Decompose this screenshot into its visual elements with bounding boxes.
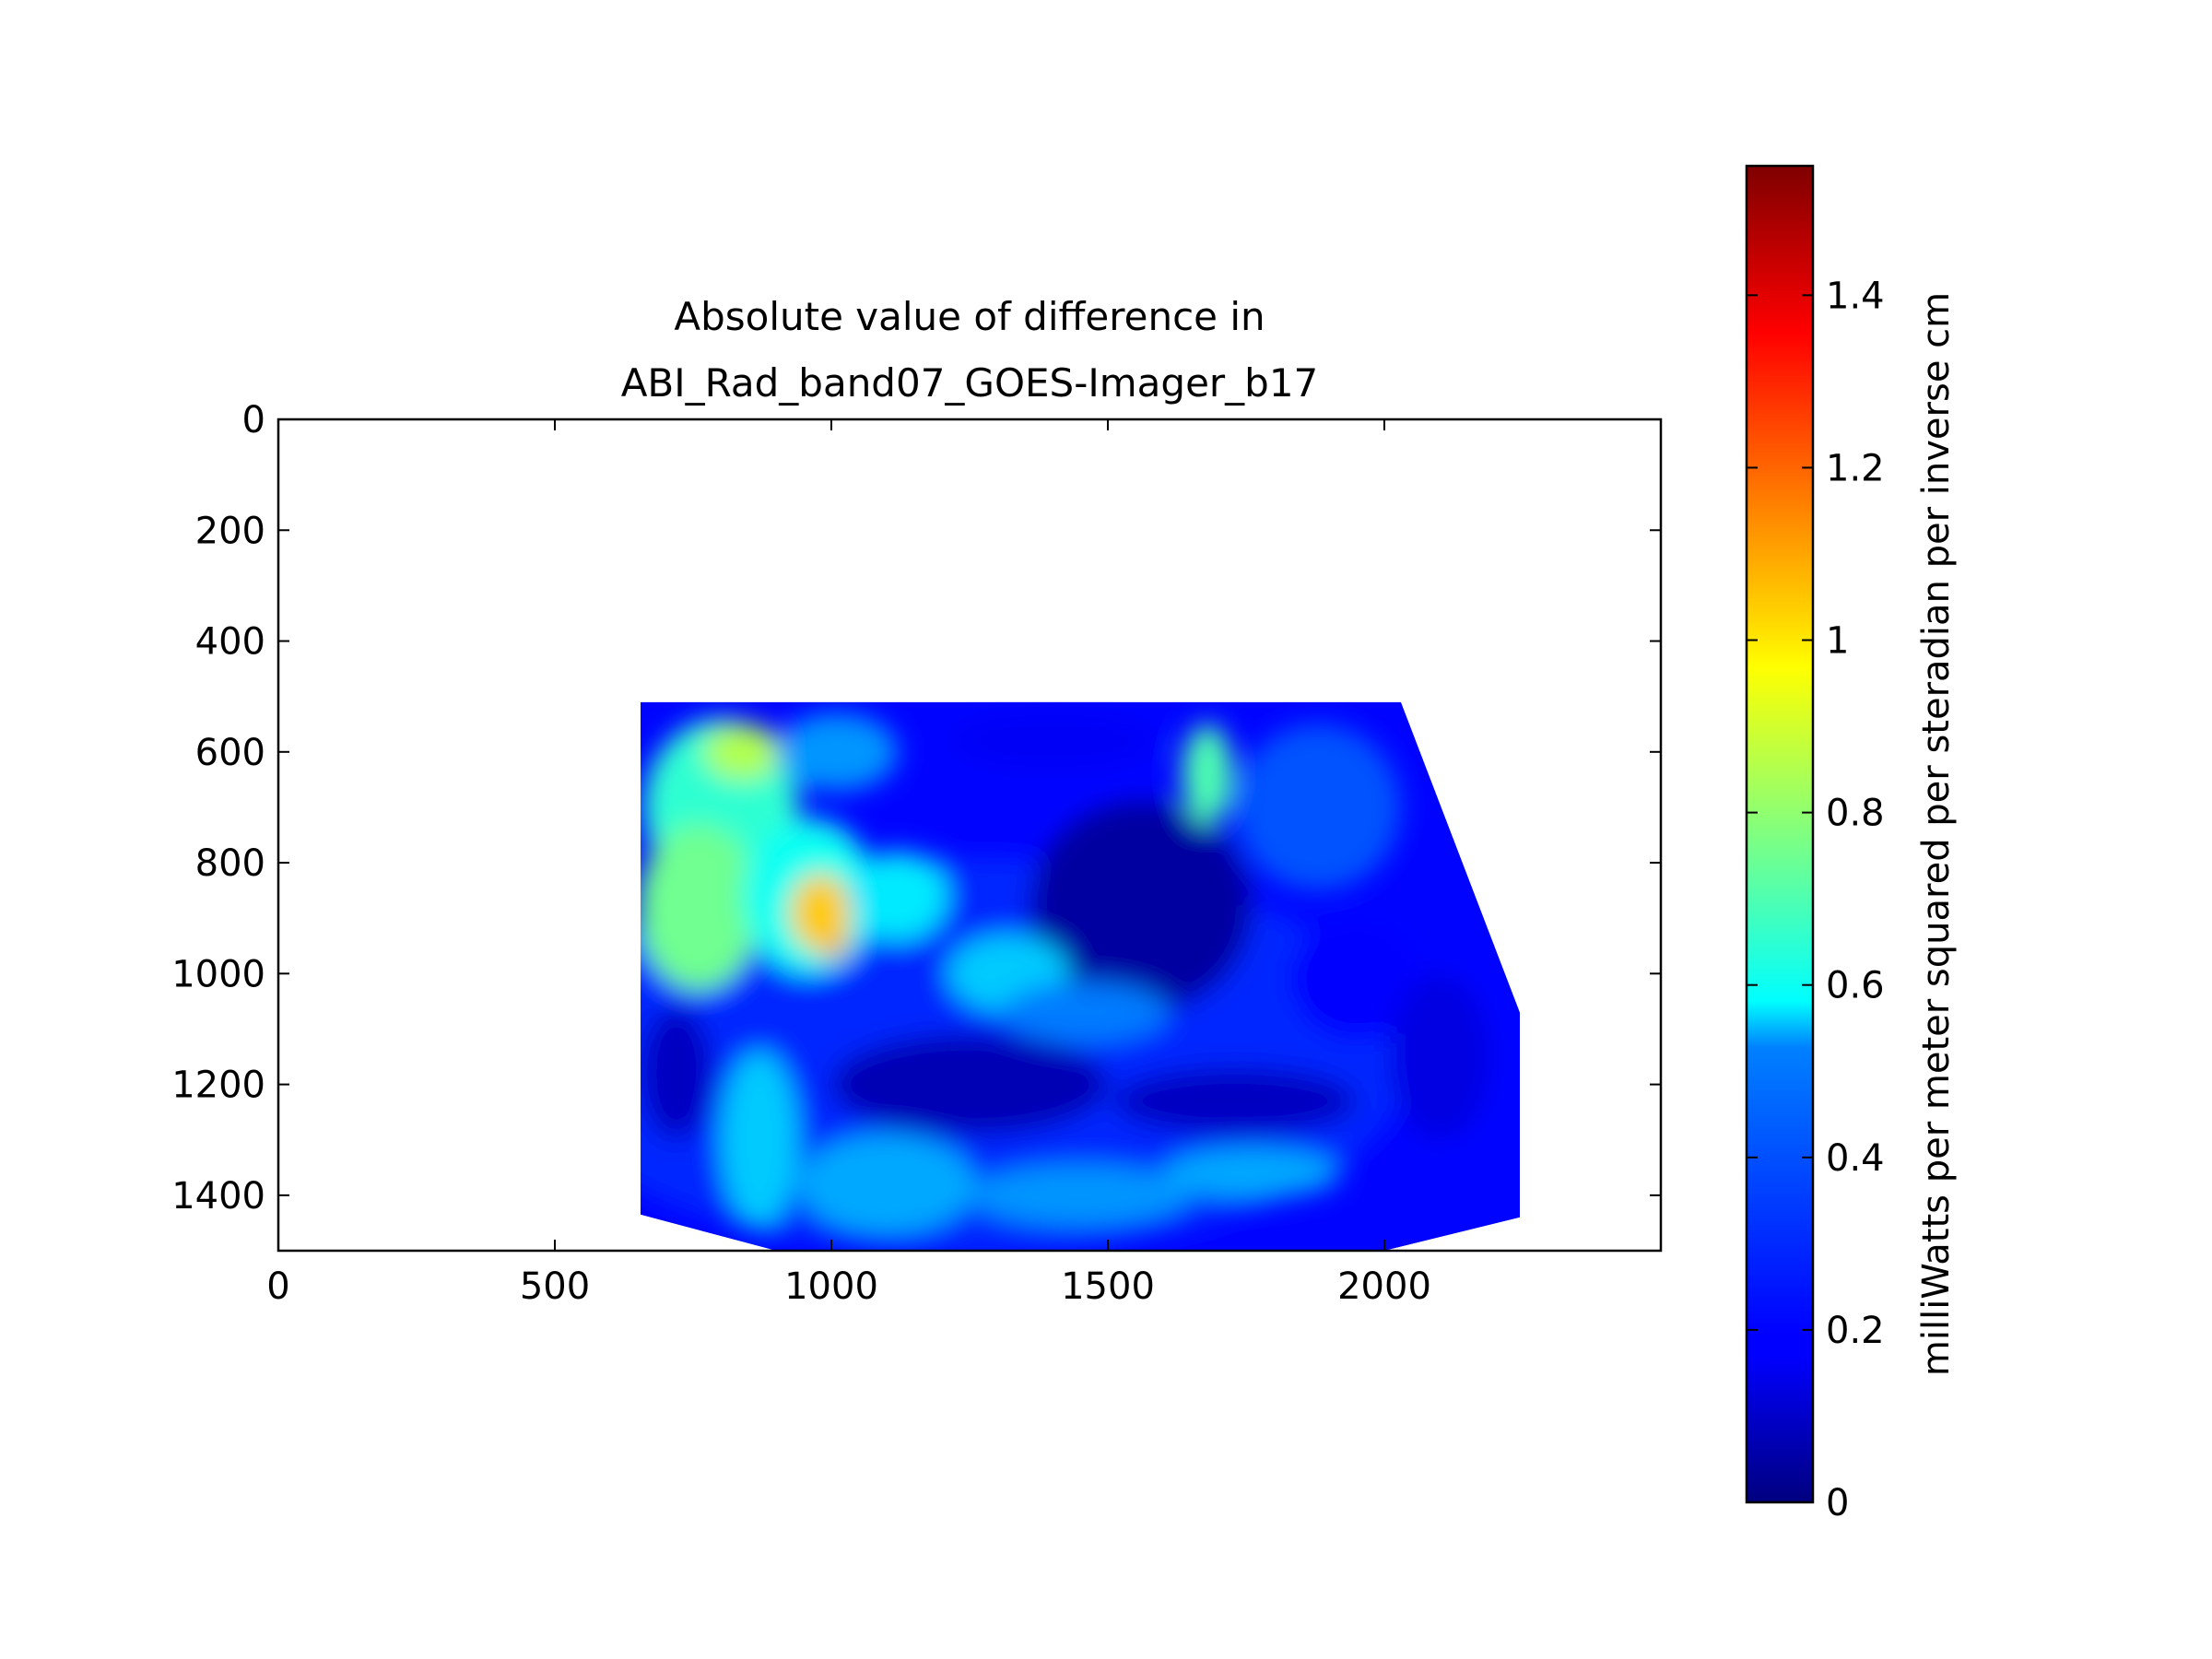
heatmap-region-23 (721, 1051, 798, 1229)
x-tick-label: 1500 (1061, 1265, 1155, 1308)
heatmap-region-11 (798, 1134, 975, 1234)
y-tick-label: 1400 (171, 1175, 265, 1218)
y-tick-label: 0 (242, 399, 265, 441)
heatmap-region-9 (1030, 801, 1252, 1013)
heatmap-region-17 (1235, 724, 1401, 891)
colorbar-axis: 0 0.2 0.4 0.6 0.8 1 1.2 1.4 (1747, 275, 1885, 1524)
chart-title-line-1: Absolute value of difference in (674, 294, 1265, 339)
heatmap-region-5 (790, 874, 851, 952)
colorbar-tick-label: 0.2 (1826, 1310, 1885, 1352)
plot-frame (276, 418, 1663, 1253)
chart-title-line-2: ABI_Rad_band07_GOES-Imager_b17 (621, 360, 1319, 406)
heatmap-region-7 (641, 1006, 712, 1140)
heatmap-region-2 (641, 823, 759, 991)
heatmap-region-6 (848, 852, 947, 941)
x-tick-label: 1000 (784, 1265, 878, 1308)
y-tick-label: 400 (195, 621, 265, 664)
y-tick-label: 1200 (171, 1065, 265, 1107)
heatmap-region-18 (1290, 918, 1423, 1041)
y-tick-label: 800 (195, 842, 265, 885)
colorbar-label: milliWatts per meter squared per steradi… (1915, 292, 1958, 1376)
colorbar-tick-label: 0.8 (1826, 793, 1885, 835)
y-tick-label: 1000 (171, 953, 265, 995)
colorbar-tick-label: 0.6 (1826, 965, 1885, 1007)
colorbar-tick-label: 1 (1826, 620, 1849, 663)
x-tick-label: 500 (520, 1265, 590, 1308)
colorbar-tick-label: 0.4 (1826, 1137, 1885, 1180)
heatmap-region-20 (776, 712, 898, 791)
x-axis: 0 500 1000 1500 2000 (266, 419, 1431, 1308)
heatmap-region-19 (704, 724, 782, 780)
y-axis: 0 200 400 600 800 1000 1200 1400 (171, 399, 1661, 1218)
colorbar-tick-label: 1.2 (1826, 447, 1885, 489)
colorbar-tick-label: 1.4 (1826, 275, 1885, 317)
heatmap-region-12 (970, 1164, 1191, 1226)
y-tick-label: 200 (195, 510, 265, 552)
heatmap-region-8 (831, 1034, 1108, 1135)
heatmap-region-21 (947, 710, 1158, 771)
colorbar-tick-label: 0 (1826, 1482, 1849, 1524)
x-tick-label: 0 (266, 1265, 289, 1308)
heatmap-region-16 (1182, 724, 1232, 824)
colorbar (1745, 164, 1815, 1504)
heatmap-region-10 (1113, 1067, 1357, 1135)
heatmap-region-13 (1163, 1147, 1340, 1198)
y-tick-label: 600 (195, 732, 265, 774)
x-tick-label: 2000 (1337, 1265, 1431, 1308)
heatmap-image (641, 701, 1520, 1251)
heatmap-region-15 (1003, 982, 1169, 1043)
heatmap-region-22 (1390, 973, 1489, 1140)
